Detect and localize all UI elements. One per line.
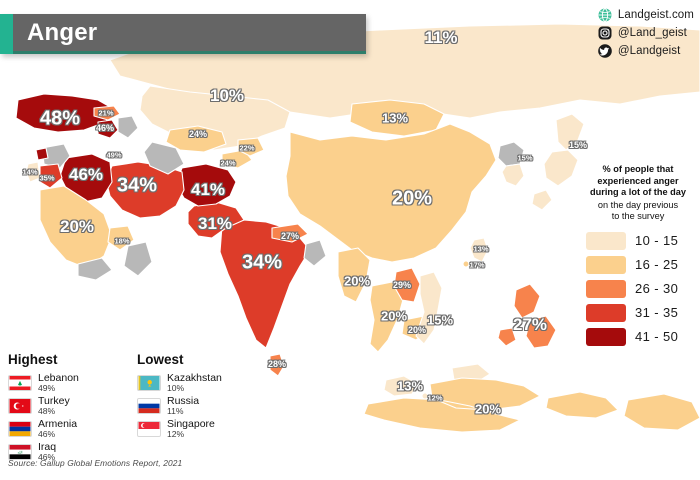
- kazakhstan-flag: [137, 375, 161, 392]
- legend-label-0: 10 - 15: [635, 233, 679, 248]
- title-accent-bar: [0, 14, 13, 54]
- rank-country-value: 11%: [167, 406, 184, 417]
- rank-text: Singapore 12%: [167, 419, 215, 439]
- rank-item-turkey: Turkey 48%: [8, 396, 113, 416]
- legend-panel: % of people that experienced anger durin…: [580, 164, 696, 352]
- rank-heading-lowest: Lowest: [137, 352, 184, 367]
- brand-row-instagram[interactable]: @Land_geist: [598, 25, 694, 40]
- lowest-list: Kazakhstan 10% Russia 11% Singapore 12%: [137, 372, 242, 439]
- legend-row-0: 10 - 15: [580, 231, 696, 250]
- iraq-flag: الله: [8, 444, 32, 461]
- rank-item-lebanon: Lebanon 49%: [8, 372, 113, 394]
- rankings-block: Highest Lebanon 49% Turkey 48% Armenia 46% الل…: [8, 352, 242, 465]
- brand-row-twitter[interactable]: @Landgeist: [598, 43, 694, 58]
- legend-label-3: 31 - 35: [635, 305, 679, 320]
- legend-swatch-0: [586, 231, 626, 250]
- rank-country-value: 48%: [38, 406, 56, 417]
- legend-rows: 10 - 15 16 - 25 26 - 30 31 - 35 41 - 50: [580, 231, 696, 346]
- rank-country-name: Turkey: [38, 395, 70, 408]
- legend-title-line1: % of people that: [602, 164, 674, 174]
- rank-country-value: 12%: [167, 429, 185, 440]
- rank-item-iraq: الله Iraq 46%: [8, 442, 113, 462]
- title-banner: Anger: [0, 14, 366, 54]
- source-note: Source: Gallup Global Emotions Report, 2…: [8, 458, 183, 468]
- twitter-icon: [598, 43, 612, 58]
- legend-row-2: 26 - 30: [580, 279, 696, 298]
- rank-text: Armenia 46%: [38, 419, 77, 439]
- brand-label-twitter: @Landgeist: [617, 44, 681, 57]
- legend-title: % of people that experienced anger durin…: [580, 164, 696, 199]
- rank-country-name: Armenia: [38, 418, 78, 431]
- singapore-flag: [137, 421, 161, 438]
- rank-text: Russia 11%: [167, 396, 199, 416]
- rank-text: Lebanon 49%: [38, 372, 79, 394]
- legend-subtitle-line2: to the survey: [611, 211, 665, 221]
- lebanon-flag: [8, 375, 32, 392]
- rank-text: Kazakhstan 10%: [167, 372, 222, 394]
- svg-text:الله: الله: [17, 450, 22, 455]
- title-bar: Anger: [13, 14, 366, 54]
- brand-label-instagram: @Land_geist: [617, 26, 687, 39]
- rank-country-value: 10%: [167, 383, 185, 394]
- legend-swatch-2: [586, 279, 626, 298]
- rank-item-russia: Russia 11%: [137, 396, 242, 416]
- rank-country-name: Singapore: [167, 418, 215, 431]
- rank-column-highest: Highest Lebanon 49% Turkey 48% Armenia 46% الل…: [8, 352, 113, 465]
- legend-row-3: 31 - 35: [580, 303, 696, 322]
- legend-row-1: 16 - 25: [580, 255, 696, 274]
- legend-label-4: 41 - 50: [635, 329, 679, 344]
- rank-item-armenia: Armenia 46%: [8, 419, 113, 439]
- rank-country-name: Kazakhstan: [167, 372, 222, 384]
- rank-country-value: 49%: [38, 383, 56, 394]
- rank-item-kazakhstan: Kazakhstan 10%: [137, 372, 242, 394]
- turkey-flag: [8, 398, 32, 415]
- rank-country-name: Lebanon: [38, 372, 79, 384]
- armenia-flag: [8, 421, 32, 438]
- branding-block: Landgeist.com @Land_geist @Landgeist: [598, 7, 694, 58]
- rank-heading-highest: Highest: [8, 352, 58, 367]
- legend-swatch-3: [586, 303, 626, 322]
- legend-row-4: 41 - 50: [580, 327, 696, 346]
- legend-title-line2: experienced anger: [597, 175, 679, 186]
- legend-label-2: 26 - 30: [635, 281, 679, 296]
- rank-country-name: Russia: [167, 395, 200, 408]
- legend-label-1: 16 - 25: [635, 257, 679, 272]
- russia-flag: [137, 398, 161, 415]
- legend-swatch-1: [586, 255, 626, 274]
- instagram-icon: [598, 26, 612, 40]
- legend-swatch-4: [586, 327, 626, 346]
- legend-subtitle: on the day previous to the survey: [580, 200, 696, 223]
- page-title: Anger: [27, 18, 98, 46]
- rank-column-lowest: Lowest Kazakhstan 10% Russia 11% Singapore 12…: [137, 352, 242, 465]
- rank-item-singapore: Singapore 12%: [137, 419, 242, 439]
- globe-icon: [598, 7, 612, 22]
- brand-row-website[interactable]: Landgeist.com: [598, 7, 694, 22]
- rank-country-value: 46%: [38, 429, 56, 440]
- legend-title-line3: during a lot of the day: [590, 187, 686, 197]
- legend-subtitle-line1: on the day previous: [597, 199, 679, 210]
- brand-label-website: Landgeist.com: [617, 8, 694, 21]
- rank-country-value: 46%: [38, 452, 56, 463]
- rank-country-name: Iraq: [38, 441, 57, 454]
- rank-text: Iraq 46%: [38, 442, 56, 462]
- rank-text: Turkey 48%: [38, 396, 70, 416]
- highest-list: Lebanon 49% Turkey 48% Armenia 46% الله Iraq 46%: [8, 372, 113, 462]
